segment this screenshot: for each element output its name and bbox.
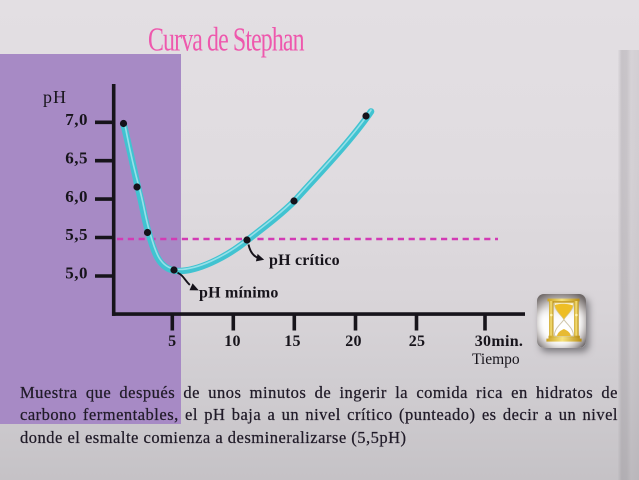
svg-text:5,0: 5,0: [65, 264, 88, 283]
svg-text:5: 5: [168, 333, 176, 350]
svg-text:Tiempo: Tiempo: [472, 351, 520, 368]
svg-text:25: 25: [409, 333, 426, 350]
svg-text:pH crítico: pH crítico: [269, 252, 340, 269]
svg-text:pH: pH: [43, 87, 67, 107]
svg-text:5,5: 5,5: [65, 225, 88, 244]
svg-text:6,0: 6,0: [65, 187, 88, 206]
svg-text:30min.: 30min.: [475, 333, 523, 350]
svg-text:6,5: 6,5: [65, 148, 88, 167]
svg-text:pH mínimo: pH mínimo: [199, 284, 279, 301]
svg-text:10: 10: [224, 333, 241, 350]
svg-text:15: 15: [284, 333, 301, 350]
svg-text:20: 20: [345, 333, 362, 350]
svg-text:7,0: 7,0: [65, 110, 88, 129]
